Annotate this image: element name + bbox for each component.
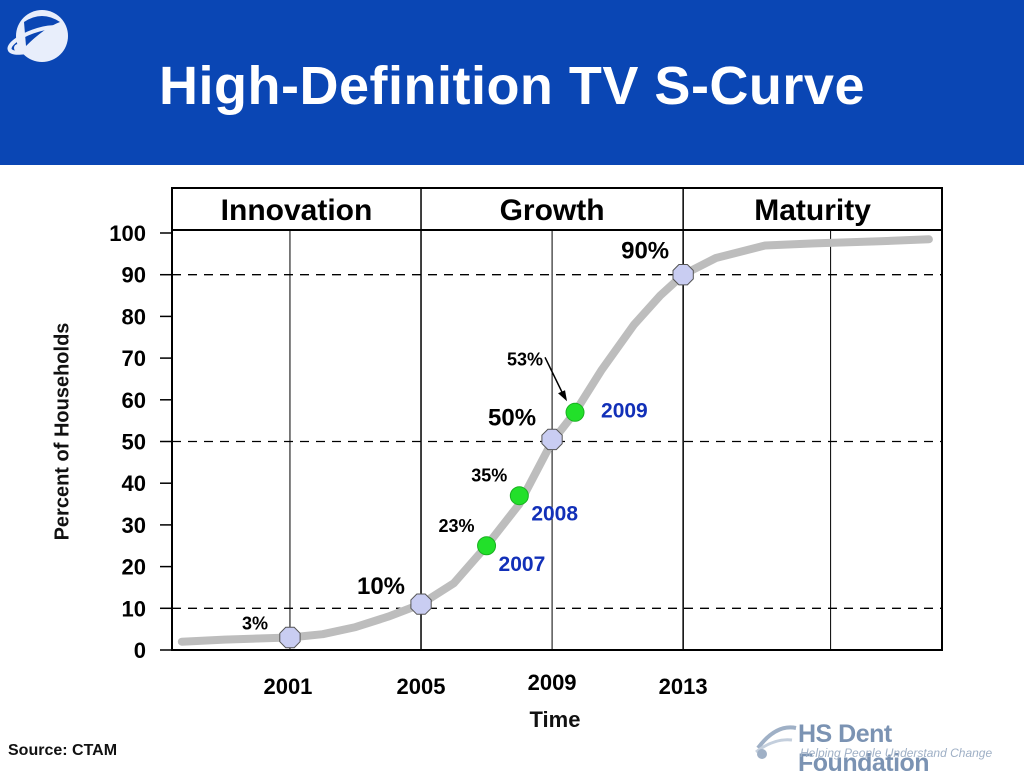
- y-tick-label: 30: [122, 513, 146, 538]
- annotation-arrow: [544, 356, 566, 399]
- x-tick-label: 2005: [397, 674, 446, 699]
- y-tick-label: 80: [122, 304, 146, 329]
- data-point-marker: [477, 536, 497, 556]
- y-tick-label: 100: [109, 221, 146, 246]
- milestone-label: 3%: [242, 613, 268, 633]
- milestone-marker: [279, 626, 301, 649]
- title-banner: [0, 0, 1024, 165]
- data-point-marker: [509, 486, 529, 506]
- slide-title: High-Definition TV S-Curve: [159, 56, 865, 116]
- data-point-percent: 53%: [507, 349, 543, 369]
- y-tick-label: 10: [122, 596, 146, 621]
- phase-label: Growth: [500, 194, 605, 227]
- milestone-marker: [410, 593, 432, 615]
- data-point-percent: 23%: [439, 516, 475, 536]
- x-axis-label: Time: [529, 707, 581, 732]
- milestone-marker: [541, 428, 563, 451]
- y-tick-label: 70: [122, 346, 146, 371]
- data-point-marker: [565, 402, 585, 422]
- phase-label: Innovation: [221, 194, 373, 227]
- x-tick-label: 2001: [263, 674, 312, 699]
- y-tick-label: 20: [122, 555, 146, 580]
- plot-frame: [171, 187, 943, 651]
- milestone-label: 10%: [357, 573, 405, 600]
- y-tick-label: 0: [134, 638, 146, 663]
- milestone-marker: [672, 264, 694, 286]
- milestone-label: 50%: [488, 404, 536, 431]
- globe-logo-icon: [7, 10, 68, 62]
- y-tick-label: 60: [122, 388, 146, 413]
- y-axis-label: Percent of Households: [51, 322, 74, 541]
- data-point-year: 2007: [499, 553, 546, 576]
- x-tick-label: 2009: [528, 670, 577, 695]
- phase-label: Maturity: [754, 194, 871, 227]
- data-point-year: 2008: [531, 503, 578, 526]
- data-point-percent: 35%: [471, 466, 507, 486]
- brand-logo: HS Dent Foundation Helping People Unders…: [752, 718, 1022, 777]
- annotation-arrowhead: [558, 390, 568, 402]
- data-point-year: 2009: [601, 399, 648, 422]
- y-tick-label: 90: [122, 263, 146, 288]
- x-tick-label: 2013: [659, 674, 708, 699]
- y-tick-label: 40: [122, 471, 146, 496]
- y-tick-label: 50: [122, 430, 146, 455]
- milestone-label: 90%: [621, 238, 669, 265]
- brand-swoosh-icon: [755, 725, 797, 759]
- brand-tagline: Helping People Understand Change: [800, 746, 993, 760]
- source-note: Source: CTAM: [8, 742, 118, 759]
